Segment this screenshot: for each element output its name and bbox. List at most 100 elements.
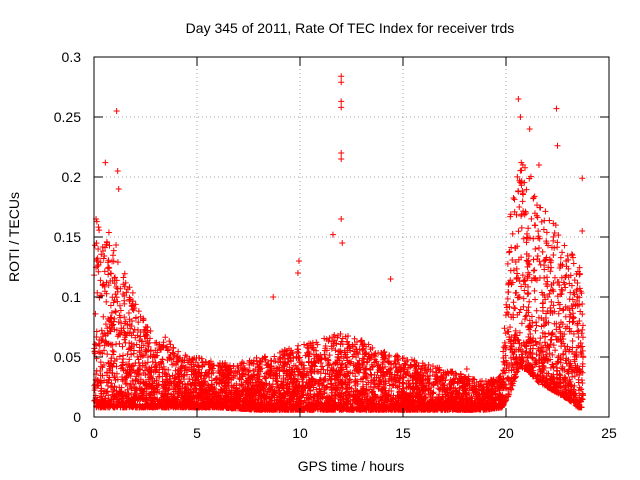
data-point: [546, 290, 553, 297]
data-point: [519, 161, 526, 168]
data-point: [332, 347, 339, 354]
data-point: [500, 358, 507, 365]
data-point: [506, 303, 513, 310]
data-point: [354, 359, 361, 366]
data-point: [533, 360, 540, 367]
data-point: [105, 229, 112, 236]
data-point: [554, 278, 561, 285]
data-point: [314, 341, 321, 348]
data-point: [504, 309, 511, 316]
data-point: [579, 380, 586, 387]
data-point: [363, 359, 370, 366]
data-point: [109, 347, 116, 354]
data-point: [571, 390, 578, 397]
data-point: [541, 322, 548, 329]
data-point: [425, 361, 432, 368]
data-point: [363, 350, 370, 357]
data-point: [564, 252, 571, 259]
data-point: [140, 352, 147, 359]
data-point: [462, 374, 469, 381]
data-point: [126, 339, 133, 346]
data-point: [329, 389, 336, 396]
data-point: [167, 341, 174, 348]
data-point: [469, 376, 476, 383]
data-point: [558, 290, 565, 297]
data-point: [429, 363, 436, 370]
data-point: [538, 323, 545, 330]
data-point: [542, 351, 549, 358]
data-point: [359, 355, 366, 362]
data-point: [180, 372, 187, 379]
data-point: [507, 213, 514, 220]
data-point: [529, 345, 536, 352]
data-point: [562, 284, 569, 291]
data-point: [502, 344, 509, 351]
data-point: [169, 372, 176, 379]
data-point: [129, 289, 136, 296]
data-point: [500, 344, 507, 351]
data-point: [94, 289, 101, 296]
data-point: [276, 355, 283, 362]
data-point: [295, 349, 302, 356]
data-point: [561, 343, 568, 350]
data-point: [375, 374, 382, 381]
data-point: [132, 334, 139, 341]
data-point: [94, 377, 101, 384]
data-point: [551, 308, 558, 315]
data-point: [98, 327, 105, 334]
data-point: [113, 363, 120, 370]
data-point: [512, 289, 519, 296]
data-point: [317, 391, 324, 398]
data-point: [517, 306, 524, 313]
data-point: [213, 389, 220, 396]
data-point: [336, 357, 343, 364]
data-point: [311, 391, 318, 398]
data-point: [198, 389, 205, 396]
data-point: [294, 365, 301, 372]
data-point: [345, 388, 352, 395]
data-point: [521, 277, 528, 284]
data-point: [101, 268, 108, 275]
data-point: [120, 367, 127, 374]
data-point: [565, 381, 572, 388]
data-point: [533, 307, 540, 314]
data-point: [121, 314, 128, 321]
data-point: [579, 326, 586, 333]
data-point: [146, 339, 153, 346]
data-point: [244, 384, 251, 391]
data-point: [543, 347, 550, 354]
data-point: [270, 375, 277, 382]
data-point: [422, 394, 429, 401]
data-point: [371, 377, 378, 384]
data-point: [568, 302, 575, 309]
data-point: [111, 383, 118, 390]
data-point: [141, 326, 148, 333]
data-point: [321, 351, 328, 358]
data-point: [539, 300, 546, 307]
data-point: [543, 274, 550, 281]
data-point: [125, 310, 132, 317]
data-point: [538, 218, 545, 225]
data-point: [526, 235, 533, 242]
data-point: [100, 313, 107, 320]
data-point: [472, 390, 479, 397]
data-point: [544, 357, 551, 364]
data-point: [532, 246, 539, 253]
data-point: [123, 404, 130, 411]
data-point: [273, 378, 280, 385]
data-point: [109, 258, 116, 265]
data-point: [290, 362, 297, 369]
data-point: [561, 331, 568, 338]
data-point: [147, 347, 154, 354]
data-point: [122, 279, 129, 286]
data-point: [566, 397, 573, 404]
data-point: [150, 388, 157, 395]
data-point: [103, 298, 110, 305]
data-point: [442, 377, 449, 384]
data-point: [300, 366, 307, 373]
data-point: [542, 257, 549, 264]
data-point: [365, 386, 372, 393]
data-point: [119, 376, 126, 383]
data-point: [547, 310, 554, 317]
data-point: [277, 391, 284, 398]
